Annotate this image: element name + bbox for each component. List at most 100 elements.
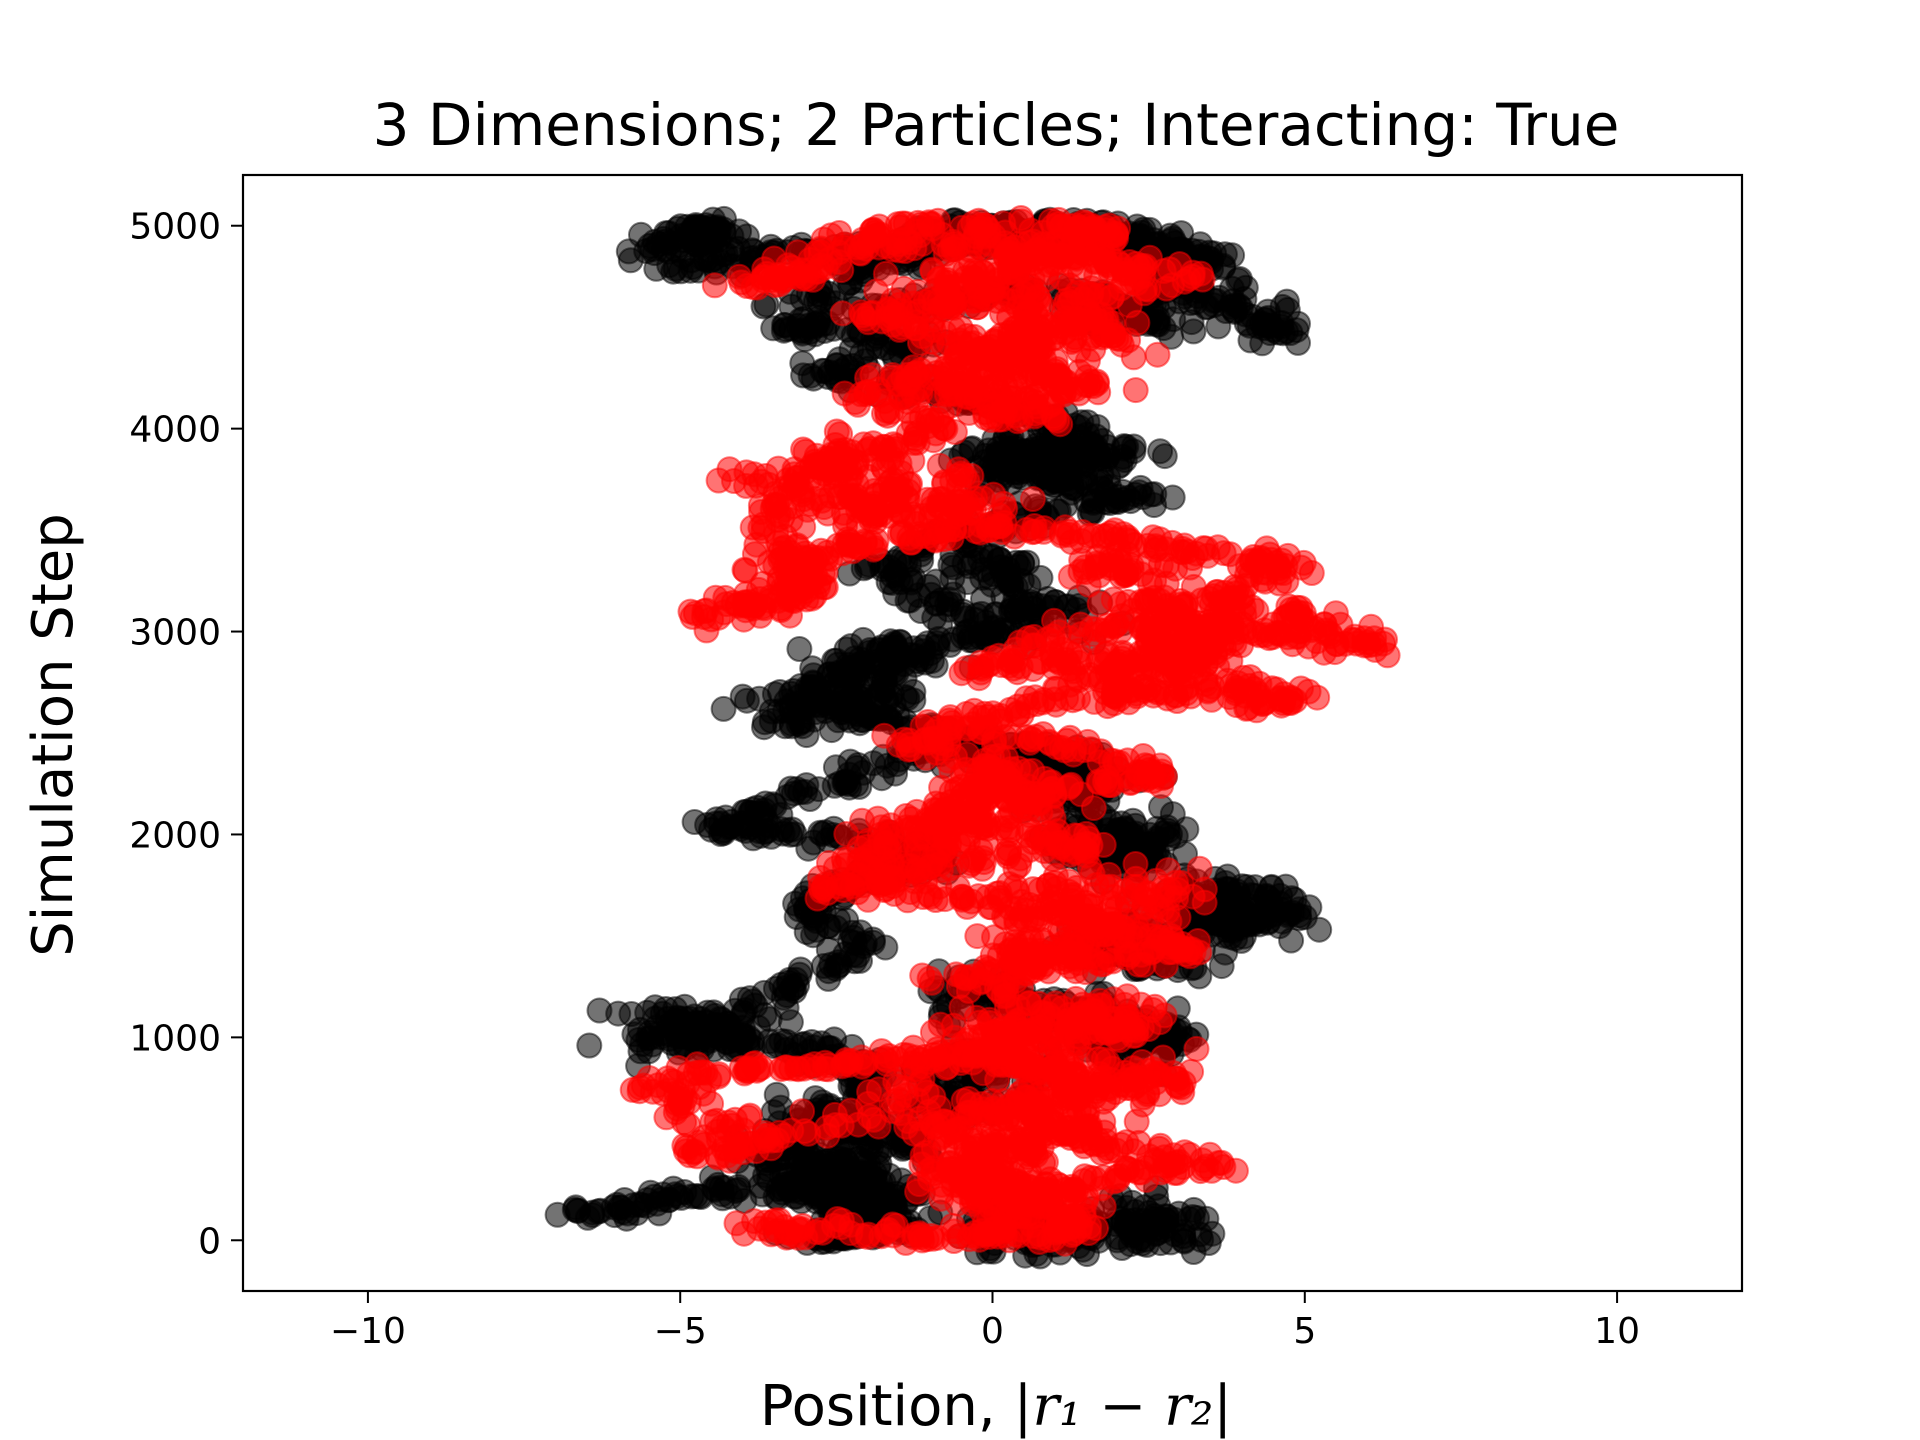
scatter-point bbox=[772, 1171, 798, 1198]
scatter-point bbox=[1239, 548, 1266, 575]
scatter-point bbox=[1015, 625, 1042, 652]
scatter-point bbox=[826, 220, 853, 246]
scatter-point bbox=[918, 1223, 945, 1249]
scatter-point bbox=[1158, 227, 1185, 254]
scatter-point bbox=[1053, 727, 1080, 754]
scatter-point bbox=[839, 538, 866, 565]
scatter-point bbox=[1166, 251, 1193, 278]
scatter-point bbox=[865, 664, 892, 691]
scatter-point bbox=[1322, 600, 1349, 627]
scatter-point bbox=[681, 809, 708, 835]
scatter-point bbox=[741, 461, 768, 488]
scatter-point bbox=[729, 683, 756, 710]
scatter-point bbox=[857, 637, 883, 663]
scatter-point bbox=[716, 456, 743, 483]
chart-title: 3 Dimensions; 2 Particles; Interacting: … bbox=[373, 91, 1620, 159]
scatter-point bbox=[886, 644, 913, 671]
scatter-point bbox=[789, 350, 816, 377]
scatter-point bbox=[1097, 520, 1124, 546]
scatter-point bbox=[736, 985, 763, 1012]
scatter-point bbox=[912, 649, 939, 676]
scatter-point bbox=[702, 584, 729, 611]
scatter-point bbox=[1101, 748, 1128, 775]
scatter-point bbox=[617, 247, 644, 274]
series-1 bbox=[619, 205, 1401, 1257]
scatter-point bbox=[733, 223, 760, 250]
scatter-point bbox=[1275, 593, 1302, 620]
scatter-point bbox=[838, 1048, 865, 1074]
scatter-point bbox=[1208, 953, 1235, 980]
scatter-point bbox=[1147, 438, 1174, 465]
scatter-point bbox=[1001, 459, 1028, 486]
scatter-point bbox=[892, 1229, 919, 1256]
scatter-layer bbox=[544, 205, 1401, 1270]
scatter-point bbox=[701, 272, 728, 299]
scatter-point bbox=[1074, 830, 1101, 857]
scatter-point bbox=[711, 1021, 738, 1048]
scatter-point bbox=[824, 352, 851, 379]
scatter-point bbox=[1118, 1218, 1145, 1245]
scatter-point bbox=[1180, 1239, 1207, 1265]
scatter-point bbox=[899, 1049, 926, 1076]
scatter-point bbox=[925, 207, 951, 234]
scatter-point bbox=[671, 1132, 698, 1159]
scatter-point bbox=[1042, 468, 1069, 495]
scatter-point bbox=[1136, 821, 1163, 848]
scatter-point bbox=[837, 748, 864, 775]
scatter-point bbox=[1224, 878, 1251, 905]
scatter-point bbox=[871, 722, 898, 749]
scatter-point bbox=[986, 546, 1013, 573]
scatter-point bbox=[823, 647, 850, 674]
scatter-point bbox=[818, 717, 845, 744]
scatter-point bbox=[1041, 607, 1067, 634]
scatter-point bbox=[803, 1219, 830, 1246]
scatter-point bbox=[1113, 433, 1140, 460]
scatter-point bbox=[1015, 572, 1042, 599]
scatter-point bbox=[1122, 377, 1149, 404]
scatter-point bbox=[763, 1081, 790, 1108]
scatter-point bbox=[703, 806, 730, 833]
scatter-point bbox=[713, 1135, 740, 1162]
scatter-point bbox=[1021, 518, 1048, 545]
scatter-point bbox=[773, 1219, 800, 1246]
scatter-point bbox=[1204, 534, 1231, 561]
scatter-point bbox=[914, 709, 941, 735]
scatter-point bbox=[799, 655, 826, 682]
scatter-point bbox=[618, 1001, 645, 1027]
scatter-point bbox=[1288, 675, 1314, 702]
scatter-point bbox=[1199, 1220, 1226, 1247]
scatter-point bbox=[751, 256, 778, 283]
scatter-point bbox=[733, 581, 760, 607]
scatter-point bbox=[1273, 288, 1300, 315]
scatter-point bbox=[576, 1032, 603, 1059]
scatter-point bbox=[1130, 743, 1157, 769]
scatter-point bbox=[1219, 242, 1246, 269]
scatter-point bbox=[1022, 723, 1049, 750]
scatter-point bbox=[1171, 1139, 1198, 1166]
scatter-point bbox=[1060, 441, 1086, 468]
scatter-point bbox=[1358, 613, 1385, 640]
scatter-point bbox=[635, 1038, 662, 1065]
scatter-point bbox=[1014, 549, 1041, 576]
scatter-point bbox=[1147, 1132, 1174, 1159]
scatter-point bbox=[793, 772, 820, 799]
scatter-point bbox=[676, 1013, 703, 1040]
scatter-point bbox=[846, 710, 873, 737]
scatter-point bbox=[789, 1098, 816, 1125]
scatter-point bbox=[1298, 560, 1325, 586]
scatter-point bbox=[774, 783, 801, 810]
scatter-point bbox=[798, 680, 825, 707]
scatter-point bbox=[787, 956, 814, 983]
scatter-point bbox=[682, 1183, 709, 1209]
scatter-point bbox=[611, 1187, 638, 1213]
scatter-point bbox=[766, 679, 793, 705]
scatter-point bbox=[677, 257, 704, 284]
scatter-point bbox=[731, 1060, 758, 1087]
scatter-point bbox=[949, 963, 976, 990]
scatter-point bbox=[1278, 927, 1305, 954]
scatter-point bbox=[751, 714, 777, 741]
scatter-point bbox=[738, 800, 765, 827]
scatter-point bbox=[939, 565, 966, 591]
scatter-point bbox=[682, 600, 709, 627]
